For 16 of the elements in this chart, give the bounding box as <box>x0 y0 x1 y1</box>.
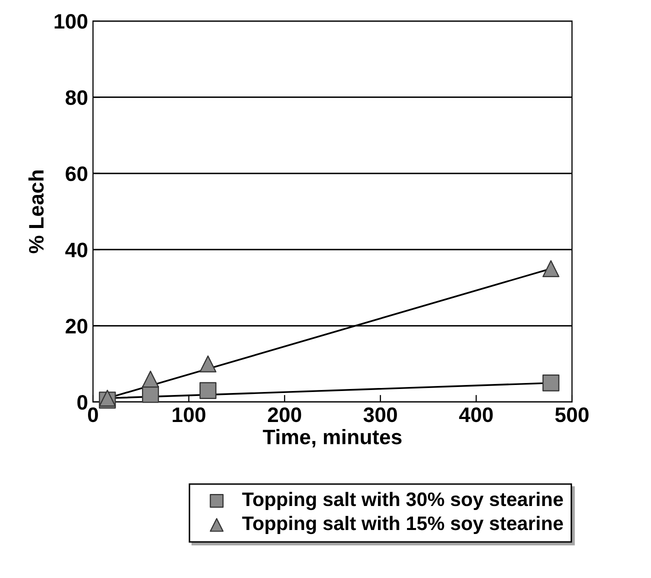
x-tick-label: 0 <box>88 407 98 422</box>
y-tick-label: 0 <box>77 395 88 410</box>
x-tick-label: 200 <box>268 407 302 422</box>
y-axis-title: % Leach <box>28 170 44 254</box>
legend-label: Topping salt with 15% soy stearine <box>242 516 563 534</box>
y-tick-label: 60 <box>66 166 88 182</box>
x-tick-label: 400 <box>459 407 493 422</box>
y-tick-label: 40 <box>65 242 88 258</box>
x-tick-label: 100 <box>172 407 206 422</box>
x-tick-label: 300 <box>364 407 397 422</box>
legend-label: Topping salt with 30% soy stearine <box>242 492 563 510</box>
y-tick-label: 100 <box>54 14 88 29</box>
y-tick-label: 80 <box>66 90 88 105</box>
x-tick-label: 500 <box>555 407 589 422</box>
x-axis-title: Time, minutes <box>262 429 402 448</box>
y-tick-label: 20 <box>66 318 88 334</box>
